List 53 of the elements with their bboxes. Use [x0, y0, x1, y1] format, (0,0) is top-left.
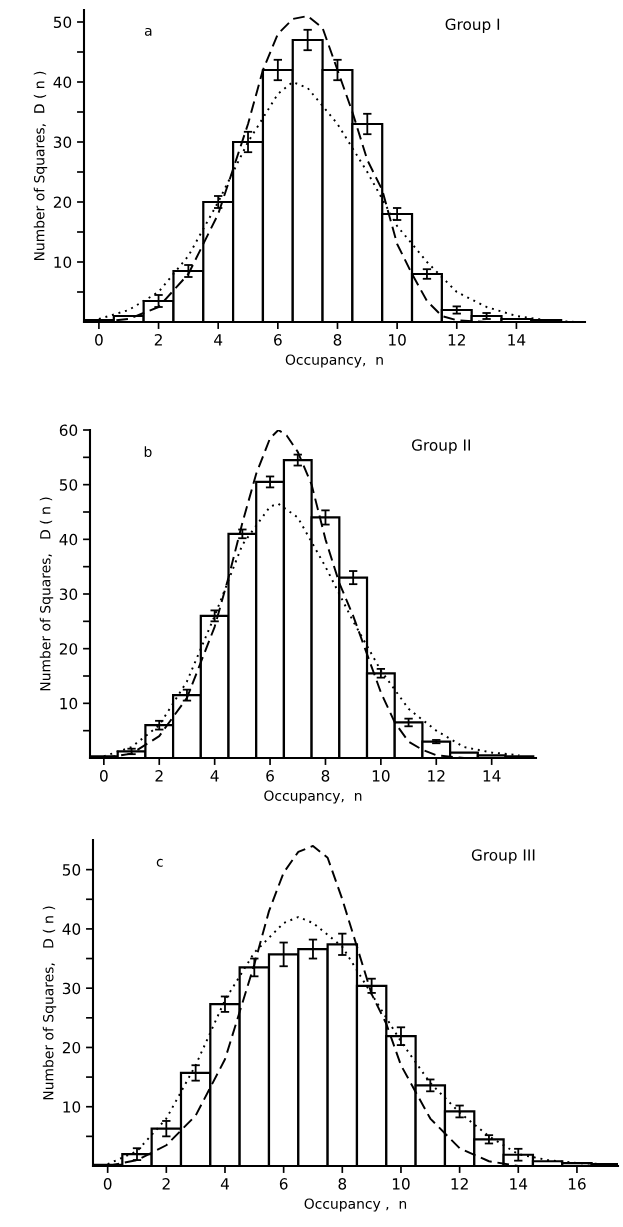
annotation: b	[144, 446, 152, 457]
y-axis-title: Number of Squares, D ( n )	[42, 906, 57, 1100]
x-tick-label: 0	[103, 1178, 112, 1190]
y-tick-label: 20	[59, 643, 78, 655]
x-tick-label: 4	[210, 770, 219, 782]
y-tick-label: 10	[63, 1101, 81, 1113]
x-tick-label: 14	[483, 770, 501, 782]
x-axis-title: Occupancy, n	[285, 354, 383, 368]
annotation: Group I	[445, 18, 500, 33]
y-tick-label: 40	[53, 76, 72, 89]
x-tick-label: 10	[372, 770, 390, 782]
y-tick-label: 10	[60, 697, 78, 710]
y-axis-title: Number of Squares, D ( n )	[33, 71, 48, 261]
x-tick-label: 2	[154, 334, 162, 346]
y-tick-label: 50	[62, 864, 81, 876]
x-tick-label: 4	[214, 334, 223, 346]
y-tick-label: 40	[62, 923, 81, 935]
annotation: a	[144, 27, 152, 36]
x-tick-label: 6	[274, 334, 282, 346]
x-tick-label: 14	[510, 1178, 528, 1190]
x-tick-label: 8	[321, 770, 330, 782]
x-tick-label: 12	[451, 1178, 468, 1190]
annotation: Group II	[411, 439, 470, 454]
annotation: Group III	[471, 849, 535, 864]
x-tick-label: 2	[162, 1178, 170, 1190]
x-axis-title: Occupancy, n	[264, 790, 362, 804]
x-tick-label: 8	[338, 1178, 347, 1190]
y-tick-label: 20	[53, 196, 72, 209]
x-tick-label: 0	[100, 770, 108, 782]
y-tick-label: 20	[62, 1041, 81, 1054]
y-tick-label: 30	[62, 982, 81, 995]
x-tick-label: 2	[155, 770, 163, 782]
x-tick-label: 16	[568, 1178, 586, 1190]
x-tick-label: 6	[266, 770, 274, 782]
x-tick-label: 8	[333, 334, 342, 346]
x-tick-label: 4	[220, 1178, 229, 1190]
y-tick-label: 60	[59, 424, 78, 437]
y-tick-label: 30	[59, 588, 78, 601]
x-tick-label: 10	[389, 334, 406, 346]
x-tick-label: 0	[95, 334, 103, 346]
x-axis-title: Occupancy , n	[304, 1198, 407, 1212]
x-tick-label: 14	[508, 334, 526, 346]
x-tick-label: 12	[428, 770, 445, 782]
y-tick-label: 50	[53, 16, 72, 29]
y-tick-label: 50	[59, 479, 78, 491]
x-tick-label: 12	[448, 334, 465, 346]
annotation: c	[156, 858, 163, 867]
y-tick-label: 30	[53, 136, 72, 149]
y-tick-label: 40	[59, 533, 78, 546]
y-axis-title: Number of Squares, D ( n )	[39, 497, 54, 691]
x-tick-label: 6	[279, 1178, 288, 1190]
y-tick-label: 10	[54, 256, 72, 269]
x-tick-label: 10	[392, 1178, 410, 1190]
